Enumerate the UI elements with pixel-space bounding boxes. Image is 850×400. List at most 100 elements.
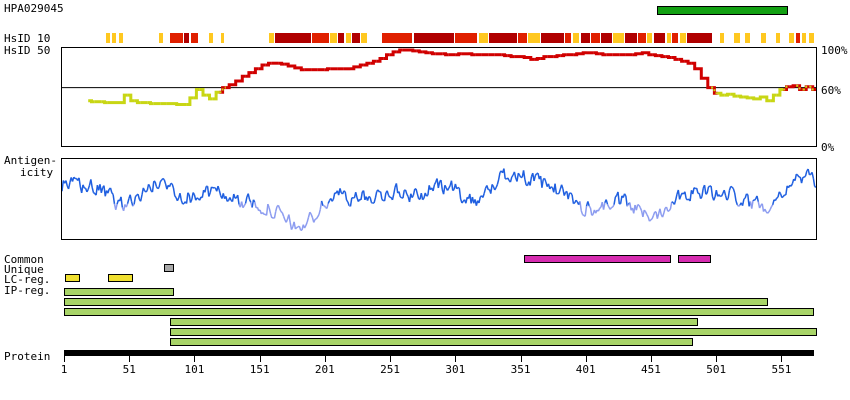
antigenicity-curve-segment xyxy=(772,199,775,206)
ip-region-bar xyxy=(169,338,693,346)
identity-curve-segment xyxy=(252,67,259,75)
antigenicity-curve-segment xyxy=(579,201,583,211)
identity-curve xyxy=(88,48,816,106)
identity-curve-segment xyxy=(239,74,246,83)
antigenicity-curve-segment xyxy=(614,194,618,198)
antigenicity-curve-segment xyxy=(306,216,310,223)
antigenicity-curve-segment xyxy=(171,183,175,189)
antigenicity-curve-segment xyxy=(196,197,199,200)
antigenicity-curve-segment xyxy=(189,199,193,203)
antigenicity-curve-segment xyxy=(811,172,815,179)
antigenicity-curve-segment xyxy=(163,179,167,185)
antigenicity-curve-segment xyxy=(415,188,419,195)
antigenicity-curve-segment xyxy=(225,196,228,202)
hsid10-segment xyxy=(112,33,117,43)
antigenicity-curve-segment xyxy=(236,195,240,205)
hsid10-segment xyxy=(345,33,351,43)
antigenicity-curve-segment xyxy=(782,194,786,198)
identity-curve-segment xyxy=(501,53,508,58)
antigenicity-curve-segment xyxy=(580,210,584,215)
antigenicity-curve-segment xyxy=(317,214,320,218)
antigenicity-curve-segment xyxy=(174,195,177,199)
axis-tick-label: 401 xyxy=(575,363,596,376)
identity-curve-segment xyxy=(212,90,220,101)
antigenicity-curve-segment xyxy=(575,199,578,203)
antigenicity-curve-segment xyxy=(399,196,403,199)
axis-tick xyxy=(390,356,392,362)
antigenicity-curve-segment xyxy=(191,192,194,200)
antigenicity-curve-segment xyxy=(756,195,760,202)
identity-curve-segment xyxy=(776,88,784,97)
antigenicity-curve-segment xyxy=(814,185,816,188)
identity-curve-segment xyxy=(783,85,790,91)
antigenicity-curve-segment xyxy=(247,193,251,200)
hsid10-segment xyxy=(184,33,190,43)
identity-curve-segment xyxy=(206,93,213,101)
axis-tick-label: 1 xyxy=(60,363,68,376)
antigenicity-curve-segment xyxy=(706,186,710,194)
axis-tick-label: 351 xyxy=(510,363,531,376)
identity-curve-segment xyxy=(711,86,718,95)
antigenicity-curve-segment xyxy=(778,191,782,195)
unique-region-bar xyxy=(164,264,174,272)
hsid10-segment xyxy=(118,33,123,43)
antigenicity-curve-segment xyxy=(661,212,665,218)
identity-curve-segment xyxy=(455,52,462,57)
antigenicity-curve-segment xyxy=(519,174,522,178)
hsid10-segment xyxy=(601,33,612,43)
antigenicity-curve-segment xyxy=(208,192,211,197)
antigenicity-curve-segment xyxy=(482,193,485,198)
antigenicity-curve-segment xyxy=(692,187,695,195)
common-label: Common xyxy=(4,253,44,266)
antigenicity-curve-segment xyxy=(120,196,124,208)
antigenicity-curve-segment xyxy=(426,194,429,197)
antigenicity-curve-segment xyxy=(656,213,660,219)
hsid10-segment xyxy=(208,33,213,43)
identity-scale-100: 100% xyxy=(821,44,848,57)
antigenicity-curve-segment xyxy=(517,172,521,176)
antigenicity-curve-segment xyxy=(708,185,711,188)
identity-curve-segment xyxy=(298,66,305,72)
antigenicity-curve-segment xyxy=(534,173,538,176)
antigenicity-curve-segment xyxy=(738,204,741,207)
antigenicity-curve-segment xyxy=(404,189,408,195)
antigenicity-curve-segment xyxy=(638,204,641,209)
identity-curve-segment xyxy=(199,88,207,97)
antigenicity-curve-segment xyxy=(550,186,553,189)
hsid10-segment xyxy=(564,33,572,43)
antigenicity-curve-segment xyxy=(684,191,687,199)
identity-curve-segment xyxy=(245,71,253,78)
antigenicity-curve-segment xyxy=(785,185,788,196)
antigenicity-curve-segment xyxy=(731,186,734,190)
antigenicity-curve-segment xyxy=(217,185,221,191)
hsid10-segment xyxy=(541,33,564,43)
identity-scale-60: 60% xyxy=(821,84,841,97)
identity-curve-segment xyxy=(763,95,771,103)
axis-tick xyxy=(585,356,587,362)
identity-curve-segment xyxy=(147,101,154,106)
hsid10-segment xyxy=(580,33,590,43)
antigenicity-curve-segment xyxy=(495,184,499,189)
antigenicity-curve-segment xyxy=(635,204,639,211)
antigenicity-curve-segment xyxy=(560,184,564,190)
antigenicity-curve-segment xyxy=(797,174,800,178)
identity-curve-segment xyxy=(258,63,266,71)
antigenicity-curve-segment xyxy=(62,180,65,192)
antigenicity-curve-segment xyxy=(381,198,384,202)
identity-curve-segment xyxy=(173,102,180,106)
hsid10-segment xyxy=(720,33,724,43)
antigenicity-curve-segment xyxy=(115,204,118,210)
antigenicity-curve-segment xyxy=(597,207,601,212)
antigenicity-curve-segment xyxy=(567,192,571,200)
antigenicity-curve-segment xyxy=(668,208,672,212)
antigenicity-curve-segment xyxy=(369,197,373,203)
hsid10-segment xyxy=(590,33,601,43)
ip-region-bar xyxy=(169,328,817,336)
antigenicity-curve-segment xyxy=(673,199,677,205)
antigenicity-curve-segment xyxy=(206,186,210,197)
antigenicity-curve-segment xyxy=(710,186,714,197)
antigenicity-curve-segment xyxy=(242,205,245,209)
identity-curve-segment xyxy=(370,59,377,65)
lc-reg-label: LC-reg. xyxy=(4,273,51,286)
hsid10-segment xyxy=(528,33,541,43)
